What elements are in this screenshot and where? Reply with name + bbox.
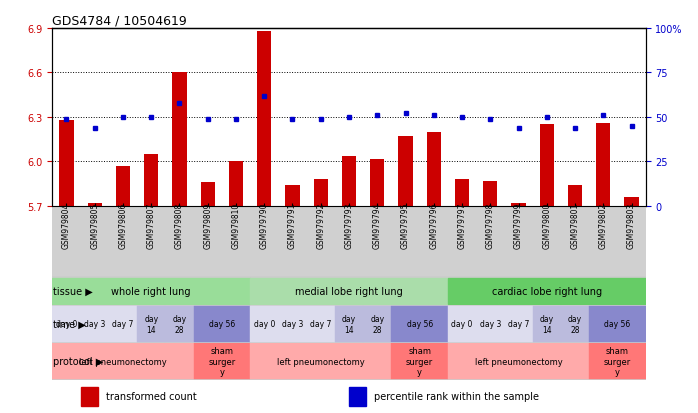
Text: day
28: day 28 <box>568 315 582 334</box>
Bar <box>596 123 610 206</box>
Bar <box>568 186 582 206</box>
Bar <box>116 166 130 206</box>
Bar <box>313 180 328 206</box>
Bar <box>505 306 533 342</box>
Bar <box>279 306 306 342</box>
Bar <box>512 204 526 206</box>
Bar <box>455 180 469 206</box>
Bar <box>533 306 561 342</box>
Bar <box>250 344 392 379</box>
Bar <box>392 306 448 342</box>
Text: day 0: day 0 <box>56 320 77 329</box>
Bar <box>306 306 335 342</box>
Bar <box>257 32 272 206</box>
Bar <box>448 278 646 304</box>
Bar <box>392 344 448 379</box>
Text: transformed count: transformed count <box>106 392 197 401</box>
Bar <box>476 306 505 342</box>
Bar <box>285 186 299 206</box>
Text: day 56: day 56 <box>209 320 235 329</box>
Bar <box>448 344 589 379</box>
Bar <box>144 155 158 206</box>
Bar <box>625 198 639 206</box>
Bar <box>193 306 250 342</box>
Bar <box>589 344 646 379</box>
Bar <box>80 306 109 342</box>
Bar <box>193 344 250 379</box>
Text: day
28: day 28 <box>172 315 186 334</box>
Bar <box>52 344 193 379</box>
Text: sham
surger
y: sham surger y <box>604 347 631 376</box>
Bar <box>200 183 215 206</box>
Bar <box>52 278 250 304</box>
Text: day 7: day 7 <box>112 320 134 329</box>
Text: day 7: day 7 <box>508 320 529 329</box>
Text: time ▶: time ▶ <box>53 319 86 329</box>
Bar <box>250 278 448 304</box>
Bar <box>399 137 413 206</box>
Bar <box>88 204 102 206</box>
Text: day 7: day 7 <box>310 320 332 329</box>
Bar <box>109 306 137 342</box>
Bar <box>335 306 363 342</box>
Text: day 3: day 3 <box>282 320 303 329</box>
Text: day
14: day 14 <box>144 315 158 334</box>
Bar <box>137 306 165 342</box>
Bar <box>540 125 554 206</box>
Text: day 3: day 3 <box>84 320 105 329</box>
Bar <box>172 73 186 206</box>
Text: sham
surger
y: sham surger y <box>406 347 433 376</box>
Bar <box>59 121 73 206</box>
Text: cardiac lobe right lung: cardiac lobe right lung <box>491 286 602 296</box>
Bar <box>229 162 243 206</box>
Text: day 56: day 56 <box>406 320 433 329</box>
Text: protocol ▶: protocol ▶ <box>53 356 103 366</box>
Text: tissue ▶: tissue ▶ <box>53 286 93 296</box>
Bar <box>561 306 589 342</box>
Bar <box>80 387 98 406</box>
Bar <box>363 306 392 342</box>
Text: left pneumonectomy: left pneumonectomy <box>277 357 364 366</box>
Text: percentile rank within the sample: percentile rank within the sample <box>374 392 540 401</box>
Bar <box>250 306 279 342</box>
Text: day
14: day 14 <box>540 315 554 334</box>
Text: left pneumonectomy: left pneumonectomy <box>79 357 167 366</box>
Text: day 0: day 0 <box>253 320 275 329</box>
Bar <box>52 306 80 342</box>
Text: day
14: day 14 <box>342 315 356 334</box>
Bar <box>349 387 366 406</box>
Text: day 3: day 3 <box>480 320 501 329</box>
Text: day 0: day 0 <box>452 320 473 329</box>
Text: left pneumonectomy: left pneumonectomy <box>475 357 563 366</box>
Bar <box>370 159 385 206</box>
Text: GDS4784 / 10504619: GDS4784 / 10504619 <box>52 15 187 28</box>
Bar <box>589 306 646 342</box>
Bar <box>165 306 193 342</box>
Bar <box>483 181 497 206</box>
Text: day
28: day 28 <box>370 315 385 334</box>
Text: whole right lung: whole right lung <box>112 286 191 296</box>
Bar <box>342 156 356 206</box>
Bar <box>426 133 441 206</box>
Text: medial lobe right lung: medial lobe right lung <box>295 286 403 296</box>
Bar <box>448 306 476 342</box>
Text: day 56: day 56 <box>604 320 630 329</box>
Text: sham
surger
y: sham surger y <box>208 347 235 376</box>
